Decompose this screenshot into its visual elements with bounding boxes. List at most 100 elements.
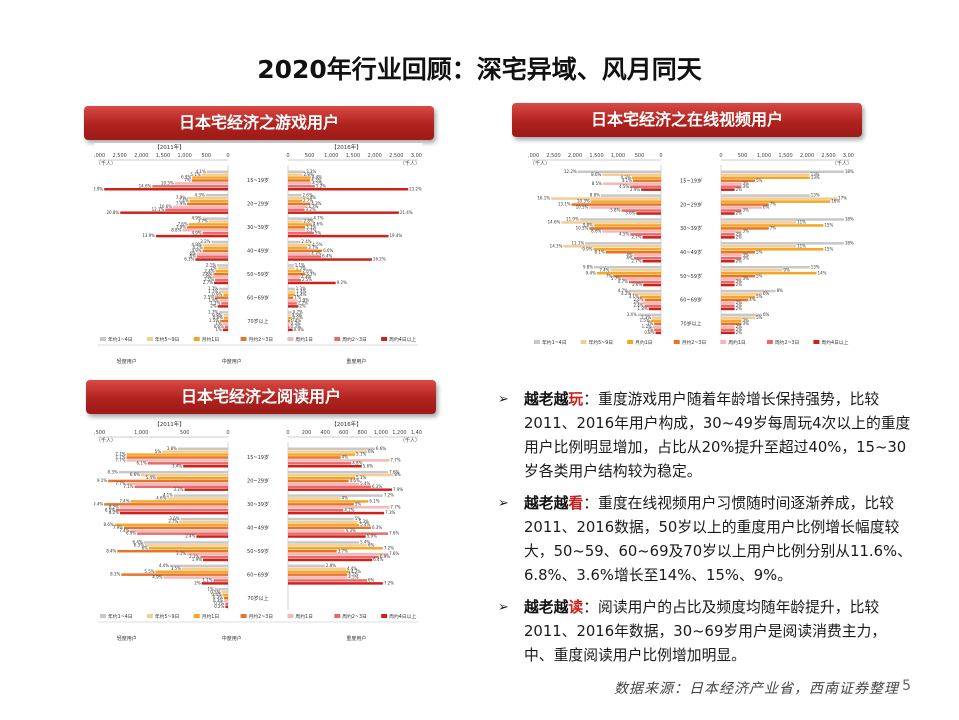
bar-2016	[721, 251, 756, 254]
category-label: 70岁以上	[247, 318, 268, 325]
bar-2011	[208, 220, 228, 223]
data-label: 1.3%	[296, 265, 306, 270]
bar-2016	[721, 307, 735, 311]
data-label: 2.4%	[301, 239, 311, 244]
data-label: 6.9%	[380, 554, 390, 559]
legend-swatch	[146, 614, 153, 618]
bar-2016	[288, 555, 379, 559]
data-label: 3%	[742, 208, 749, 213]
data-label: 5.4%	[360, 481, 370, 486]
bar-2016	[288, 576, 348, 579]
data-label: 8.1%	[595, 249, 605, 254]
bar-2011	[610, 268, 661, 272]
bar-2016	[288, 170, 306, 173]
data-label: 4.5%	[619, 184, 629, 189]
category-label: 40~49岁	[680, 249, 702, 256]
data-label: 4.1%	[196, 169, 206, 174]
bar-2016	[721, 188, 735, 191]
data-label: 3.1%	[629, 294, 639, 299]
bar-2011	[206, 170, 228, 173]
data-label: 2%	[736, 303, 743, 308]
data-label: 11.9%	[566, 217, 579, 222]
data-label: 6%	[368, 542, 375, 547]
bar-2016	[288, 267, 295, 270]
data-label: 1%	[215, 321, 222, 326]
bar-2011	[195, 258, 228, 261]
bar-2011	[145, 544, 228, 547]
tick-label: 2,000	[800, 153, 814, 159]
data-label: 4.1%	[622, 178, 632, 183]
bar-2016	[721, 298, 749, 302]
data-label: 8.3%	[108, 469, 118, 474]
bar-2016	[288, 293, 296, 296]
bar-2016	[288, 220, 303, 223]
bar-2011	[212, 275, 228, 279]
data-label: 7.9%	[176, 195, 186, 200]
unit-label: （千人）	[96, 160, 116, 167]
data-label: 0.3%	[213, 595, 223, 600]
legend-label: 月约1日	[635, 339, 652, 346]
legend-swatch	[240, 614, 247, 618]
data-label: 13%	[811, 193, 820, 198]
data-label: 2%	[736, 282, 743, 287]
data-label: 6.4%	[373, 557, 383, 562]
data-label: 13%	[811, 264, 820, 269]
bar-2011	[123, 526, 228, 530]
bar-2016	[288, 255, 322, 258]
bar-2011	[579, 218, 661, 221]
data-label: 3.7%	[198, 219, 208, 224]
bar-2016	[721, 221, 797, 224]
bar-2016	[288, 508, 344, 512]
legend-label: 周约1日	[728, 339, 745, 346]
bar-2011	[155, 570, 228, 573]
bar-2016	[721, 185, 742, 188]
bar-2011	[117, 549, 228, 553]
bar-2011	[152, 185, 228, 188]
data-label: 5.3%	[359, 519, 369, 524]
bar-2011	[613, 274, 661, 278]
data-label: 5.8%	[610, 208, 620, 213]
unit-label: （千人）	[400, 437, 420, 444]
bar-2011	[594, 224, 661, 227]
legend-group-label: 轻度用户	[117, 358, 137, 365]
bar-2016	[288, 544, 368, 547]
bar-2016	[721, 233, 735, 236]
bar-2011	[217, 264, 228, 267]
bar-2011	[130, 500, 228, 503]
data-label: 5%	[756, 315, 763, 320]
bar-2011	[196, 255, 228, 258]
data-label: 0.9%	[212, 312, 222, 317]
bar-2016	[288, 459, 390, 462]
bar-2016	[721, 319, 742, 323]
bar-2011	[196, 252, 228, 255]
data-label: 14.3%	[550, 243, 563, 248]
category-label: 30~39岁	[680, 225, 702, 232]
bar-2011	[181, 567, 228, 571]
tick-label: 1,500	[346, 153, 360, 159]
data-label: 8.4%	[106, 548, 116, 553]
data-label: 1.3%	[296, 286, 306, 291]
data-label: 6%	[763, 291, 770, 296]
category-label: 20~29岁	[680, 201, 702, 208]
bar-2016	[288, 517, 354, 521]
data-label: 0.8%	[644, 330, 654, 335]
bar-2016	[288, 211, 399, 214]
legend-group-label: 中度用户	[222, 358, 242, 365]
data-label: 14.6%	[139, 183, 152, 188]
data-label: 6.1%	[369, 499, 379, 504]
bar-2016	[721, 268, 783, 272]
legend-label: 周约1日	[295, 613, 312, 620]
bar-2011	[215, 270, 228, 273]
data-label: 4.5%	[312, 242, 322, 247]
data-label: 2.5%	[302, 277, 312, 282]
bar-2011	[225, 605, 228, 609]
game-panel-title: 日本宅经济之游戏用户	[84, 106, 434, 140]
data-label: 7%	[770, 202, 777, 207]
bar-2016	[288, 547, 383, 550]
data-label: 14.6%	[548, 220, 561, 225]
data-label: 7.7%	[115, 452, 125, 457]
legend-label: 年约5~9日	[155, 336, 180, 343]
data-label: 3.7%	[168, 519, 178, 524]
data-label: 18%	[845, 169, 854, 174]
bar-2016	[288, 205, 308, 209]
